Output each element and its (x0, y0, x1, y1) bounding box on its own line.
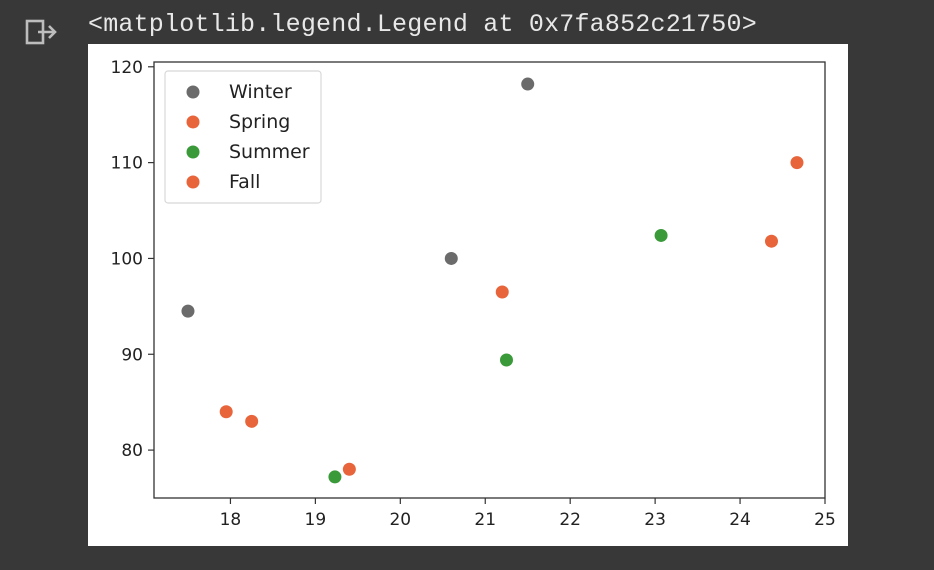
data-point-winter (444, 251, 458, 265)
data-point-winter (521, 77, 535, 91)
legend-marker-spring (186, 115, 200, 129)
data-point-spring (219, 405, 233, 419)
legend-marker-fall (186, 175, 200, 189)
y-tick-label: 110 (111, 154, 143, 174)
data-point-summer (499, 353, 513, 367)
output-text: <matplotlib.legend.Legend at 0x7fa852c21… (88, 10, 757, 39)
y-tick-label: 90 (121, 345, 143, 365)
data-point-spring (245, 414, 259, 428)
x-tick-label: 24 (729, 510, 751, 530)
legend-marker-summer (186, 145, 200, 159)
output-icon[interactable] (24, 16, 58, 50)
data-point-fall (764, 234, 778, 248)
y-tick-label: 120 (111, 58, 143, 78)
x-tick-label: 18 (220, 510, 242, 530)
data-point-fall (342, 462, 356, 476)
legend-label-fall: Fall (229, 171, 260, 193)
legend-label-winter: Winter (229, 81, 292, 103)
legend-marker-winter (186, 85, 200, 99)
x-tick-label: 21 (474, 510, 496, 530)
y-tick-label: 100 (111, 249, 143, 269)
legend-label-spring: Spring (229, 111, 290, 133)
data-point-summer (654, 228, 668, 242)
x-tick-label: 19 (305, 510, 327, 530)
scatter-chart: 18 19 20 21 22 23 24 25 80 90 100 110 120 Winter Sprin… (111, 58, 836, 530)
data-point-summer (328, 470, 342, 484)
x-tick-label: 25 (814, 510, 836, 530)
x-tick-label: 20 (389, 510, 411, 530)
data-point-fall (790, 156, 804, 170)
chart-figure: 18 19 20 21 22 23 24 25 80 90 100 110 120 Winter Sprin… (88, 44, 848, 546)
data-point-spring (495, 285, 509, 299)
x-tick-label: 22 (559, 510, 581, 530)
plot-frame (153, 61, 826, 499)
legend-label-summer: Summer (229, 141, 310, 163)
data-point-winter (181, 304, 195, 318)
x-tick-label: 23 (644, 510, 666, 530)
legend-box (164, 70, 322, 204)
y-tick-label: 80 (121, 441, 143, 461)
